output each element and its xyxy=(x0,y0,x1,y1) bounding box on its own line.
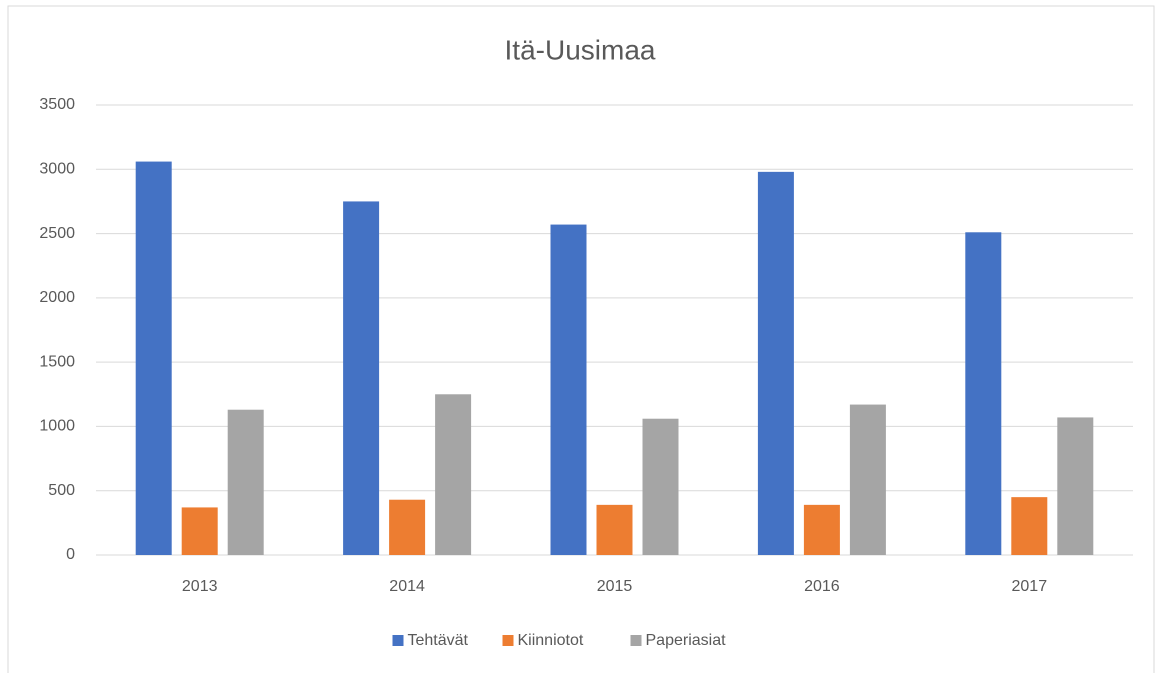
y-tick-label: 1000 xyxy=(39,418,75,435)
chart-title: Itä-Uusimaa xyxy=(505,34,656,65)
legend-label: Paperiasiat xyxy=(646,632,727,649)
bar xyxy=(389,499,426,555)
bar xyxy=(1057,417,1094,555)
x-tick-label: 2016 xyxy=(804,578,840,595)
legend-label: Kiinniotot xyxy=(518,632,584,649)
y-tick-label: 3500 xyxy=(39,96,75,113)
y-tick-label: 3000 xyxy=(39,161,75,178)
bar xyxy=(596,504,633,555)
y-tick-label: 2000 xyxy=(39,289,75,306)
bar xyxy=(965,232,1002,556)
bar xyxy=(181,507,218,555)
bar xyxy=(1011,497,1048,555)
x-tick-label: 2013 xyxy=(182,578,218,595)
legend-swatch xyxy=(502,635,514,646)
bar xyxy=(849,404,886,555)
x-tick-label: 2017 xyxy=(1012,578,1048,595)
legend-swatch xyxy=(392,635,404,646)
bar xyxy=(135,161,172,556)
bar xyxy=(343,201,380,555)
bar xyxy=(435,394,472,555)
legend-label: Tehtävät xyxy=(408,632,469,649)
bar xyxy=(550,224,587,556)
y-tick-label: 500 xyxy=(48,482,75,499)
legend-swatch xyxy=(630,635,642,646)
bar xyxy=(227,409,264,555)
y-tick-label: 1500 xyxy=(39,353,75,370)
x-tick-label: 2014 xyxy=(389,578,425,595)
bar xyxy=(803,504,840,555)
y-tick-label: 2500 xyxy=(39,225,75,242)
bar xyxy=(642,418,679,555)
x-tick-label: 2015 xyxy=(597,578,633,595)
y-tick-label: 0 xyxy=(66,546,75,563)
bar xyxy=(757,171,794,555)
